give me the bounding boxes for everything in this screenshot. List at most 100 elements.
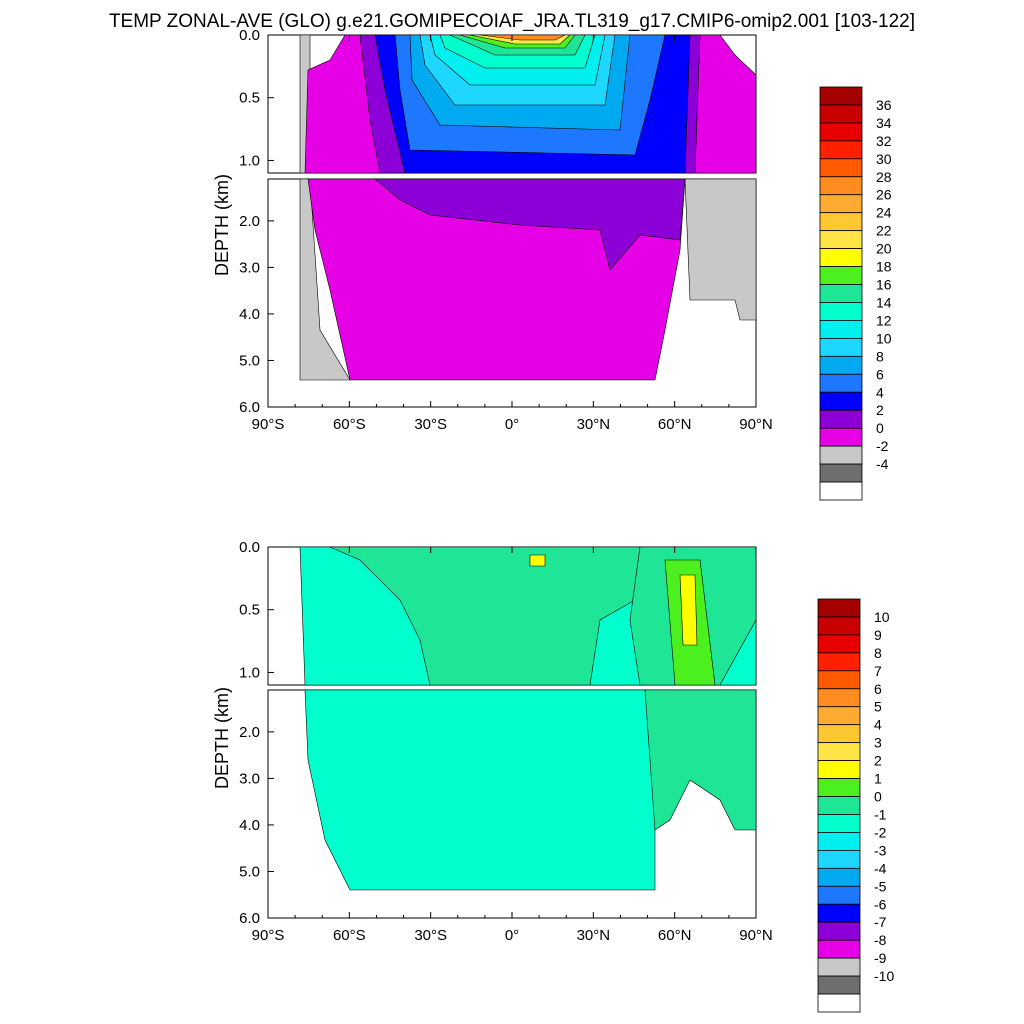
- colorbar-label: 4: [876, 384, 884, 400]
- x-tick-label: 90°N: [739, 927, 773, 944]
- colorbar-box: [819, 284, 863, 303]
- bias-contour-minus1-0: [304, 689, 656, 891]
- colorbar-box: [817, 724, 861, 744]
- colorbar-box: [819, 409, 863, 429]
- panel2-x-ticks: 90°S 60°S 30°S 0° 30°N 60°N 90°N: [252, 547, 773, 944]
- colorbar-box: [819, 391, 863, 411]
- panel1-upper-contours: [299, 34, 757, 174]
- colorbar-label: 4: [874, 717, 882, 733]
- colorbar-box: [819, 86, 863, 106]
- colorbar-box: [819, 337, 863, 357]
- colorbar-label: 18: [876, 259, 892, 275]
- colorbar-box: [819, 445, 863, 465]
- bias-contour-2-3: [679, 574, 698, 646]
- colorbar-box: [819, 248, 863, 267]
- y-tick-label: 5.0: [239, 863, 260, 880]
- colorbar-box: [819, 140, 863, 160]
- colorbar-box: [817, 849, 861, 869]
- colorbar-label: 26: [876, 187, 892, 203]
- colorbar-box: [819, 176, 863, 196]
- y-tick-label: 0.0: [239, 539, 260, 556]
- panel1-plot-area: [267, 34, 757, 408]
- colorbar-label: 28: [876, 169, 892, 185]
- y-tick-label: 4.0: [239, 817, 260, 834]
- colorbar-label: 20: [876, 241, 892, 257]
- colorbar-label: 30: [876, 151, 892, 167]
- colorbar-label: 9: [874, 627, 882, 643]
- colorbar-label: 34: [876, 115, 892, 131]
- colorbar-label: -10: [874, 968, 894, 984]
- colorbar-label: -7: [874, 914, 887, 930]
- bias-contour-2-3: [529, 554, 546, 567]
- colorbar-label: 5: [874, 699, 882, 715]
- colorbar-box: [819, 230, 863, 250]
- colorbar-box: [819, 355, 863, 375]
- colorbar-box: [817, 814, 861, 833]
- colorbar-box: [817, 778, 861, 797]
- colorbar-box: [817, 742, 861, 762]
- colorbar-label: 8: [874, 645, 882, 661]
- y-tick-label: 2.0: [239, 724, 260, 741]
- x-tick-label: 30°N: [577, 927, 611, 944]
- colorbar-label: 22: [876, 223, 892, 239]
- colorbar-label: 12: [876, 312, 892, 328]
- colorbar-label: -1: [874, 806, 887, 822]
- colorbar-box: [817, 652, 861, 672]
- y-tick-label: 3.0: [239, 770, 260, 787]
- x-tick-label: 60°N: [658, 927, 692, 944]
- colorbar-label: -8: [874, 932, 887, 948]
- colorbar-label: 7: [874, 663, 882, 679]
- colorbar-box: [817, 867, 861, 887]
- colorbar-box: [817, 957, 861, 977]
- x-tick-label: 60°N: [658, 416, 692, 433]
- colorbar-box: [817, 921, 861, 941]
- panel2-lower-contours: [304, 689, 757, 891]
- y-tick-label: 6.0: [239, 910, 260, 927]
- x-tick-label: 30°S: [414, 416, 447, 433]
- colorbar-box: [817, 993, 861, 1013]
- colorbar-label: -6: [874, 896, 887, 912]
- colorbar-box: [817, 903, 861, 923]
- colorbar-label: 32: [876, 133, 892, 149]
- colorbar-label: -4: [876, 456, 889, 472]
- colorbar-label: 3: [874, 735, 882, 751]
- x-tick-label: 30°S: [414, 927, 447, 944]
- colorbar-box: [819, 481, 863, 501]
- y-tick-label: 0.5: [239, 90, 260, 107]
- colorbar-box: [817, 670, 861, 690]
- colorbar-label: 6: [876, 366, 884, 382]
- colorbar-box: [817, 939, 861, 959]
- colorbar-box: [819, 427, 863, 447]
- colorbar-box: [819, 373, 863, 393]
- colorbar-box: [817, 832, 861, 851]
- panel1-y-ticks: 0.0 0.5 1.0 2.0 3.0 4.0 5.0 6.0: [239, 27, 274, 416]
- x-tick-label: 90°S: [252, 927, 285, 944]
- x-tick-label: 60°S: [333, 927, 366, 944]
- colorbar-label: 10: [874, 609, 890, 625]
- colorbar-box: [819, 122, 863, 142]
- colorbar-label: 0: [876, 420, 884, 436]
- colorbar-box: [819, 158, 863, 178]
- colorbar-label: -9: [874, 950, 887, 966]
- colorbar-label: 14: [876, 294, 892, 310]
- y-tick-label: 1.0: [239, 152, 260, 169]
- panel2-plot-area: [267, 546, 757, 919]
- x-tick-label: 90°S: [252, 416, 285, 433]
- bias-contour-0-1: [644, 689, 757, 831]
- colorbar-label: -2: [874, 824, 887, 840]
- colorbar-box: [819, 266, 863, 285]
- panel1-ylabel: DEPTH (km): [212, 174, 232, 276]
- colorbar-box: [817, 975, 861, 995]
- panel1-lower-contours: [299, 178, 757, 381]
- colorbar-box: [817, 634, 861, 654]
- colorbar-box: [819, 194, 863, 214]
- x-tick-label: 90°N: [739, 416, 773, 433]
- panel2-y-ticks: 0.0 0.5 1.0 2.0 3.0 4.0 5.0 6.0: [239, 539, 274, 927]
- y-tick-label: 4.0: [239, 306, 260, 323]
- colorbar-label: 2: [874, 753, 882, 769]
- y-tick-label: 2.0: [239, 213, 260, 230]
- colorbar-box: [817, 706, 861, 726]
